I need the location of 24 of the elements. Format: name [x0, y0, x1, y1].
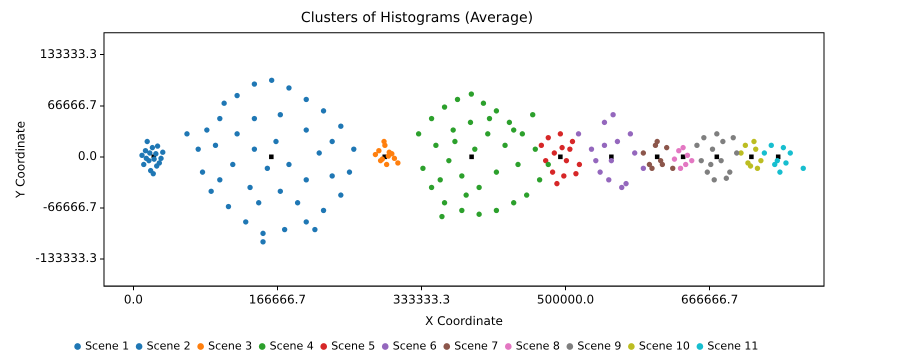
chart-title: Clusters of Histograms (Average)	[300, 10, 534, 26]
legend-label: Scene 6	[392, 339, 437, 352]
x-tick-label: 666666.7	[680, 292, 738, 307]
legend-label: Scene 1	[85, 339, 130, 352]
x-tick-label: 500000.0	[536, 292, 594, 307]
x-tick-label: 0.0	[124, 292, 143, 307]
x-axis-title: X Coordinate	[425, 314, 503, 328]
y-axis-title: Y Coordinate	[13, 121, 28, 199]
legend-label: Scene 7	[454, 339, 498, 352]
y-tick-label: 0.0	[78, 148, 97, 163]
legend-label: Scene 10	[638, 339, 690, 352]
x-tick-label: 166666.7	[248, 292, 306, 307]
x-tick-label: 333333.3	[392, 292, 450, 307]
y-tick-label: 133333.3	[40, 46, 97, 61]
y-tick-label: -133333.3	[35, 251, 97, 266]
legend-label: Scene 9	[577, 339, 622, 352]
legend-label: Scene 2	[146, 339, 191, 352]
y-tick-label: -66666.7	[43, 200, 97, 214]
legend-label: Scene 4	[270, 339, 314, 352]
legend-label: Scene 8	[516, 339, 560, 352]
legend-label: Scene 5	[331, 339, 376, 352]
y-tick-label: 66666.7	[47, 98, 97, 112]
legend-label: Scene 3	[208, 339, 252, 352]
legend-label: Scene 11	[707, 339, 758, 352]
